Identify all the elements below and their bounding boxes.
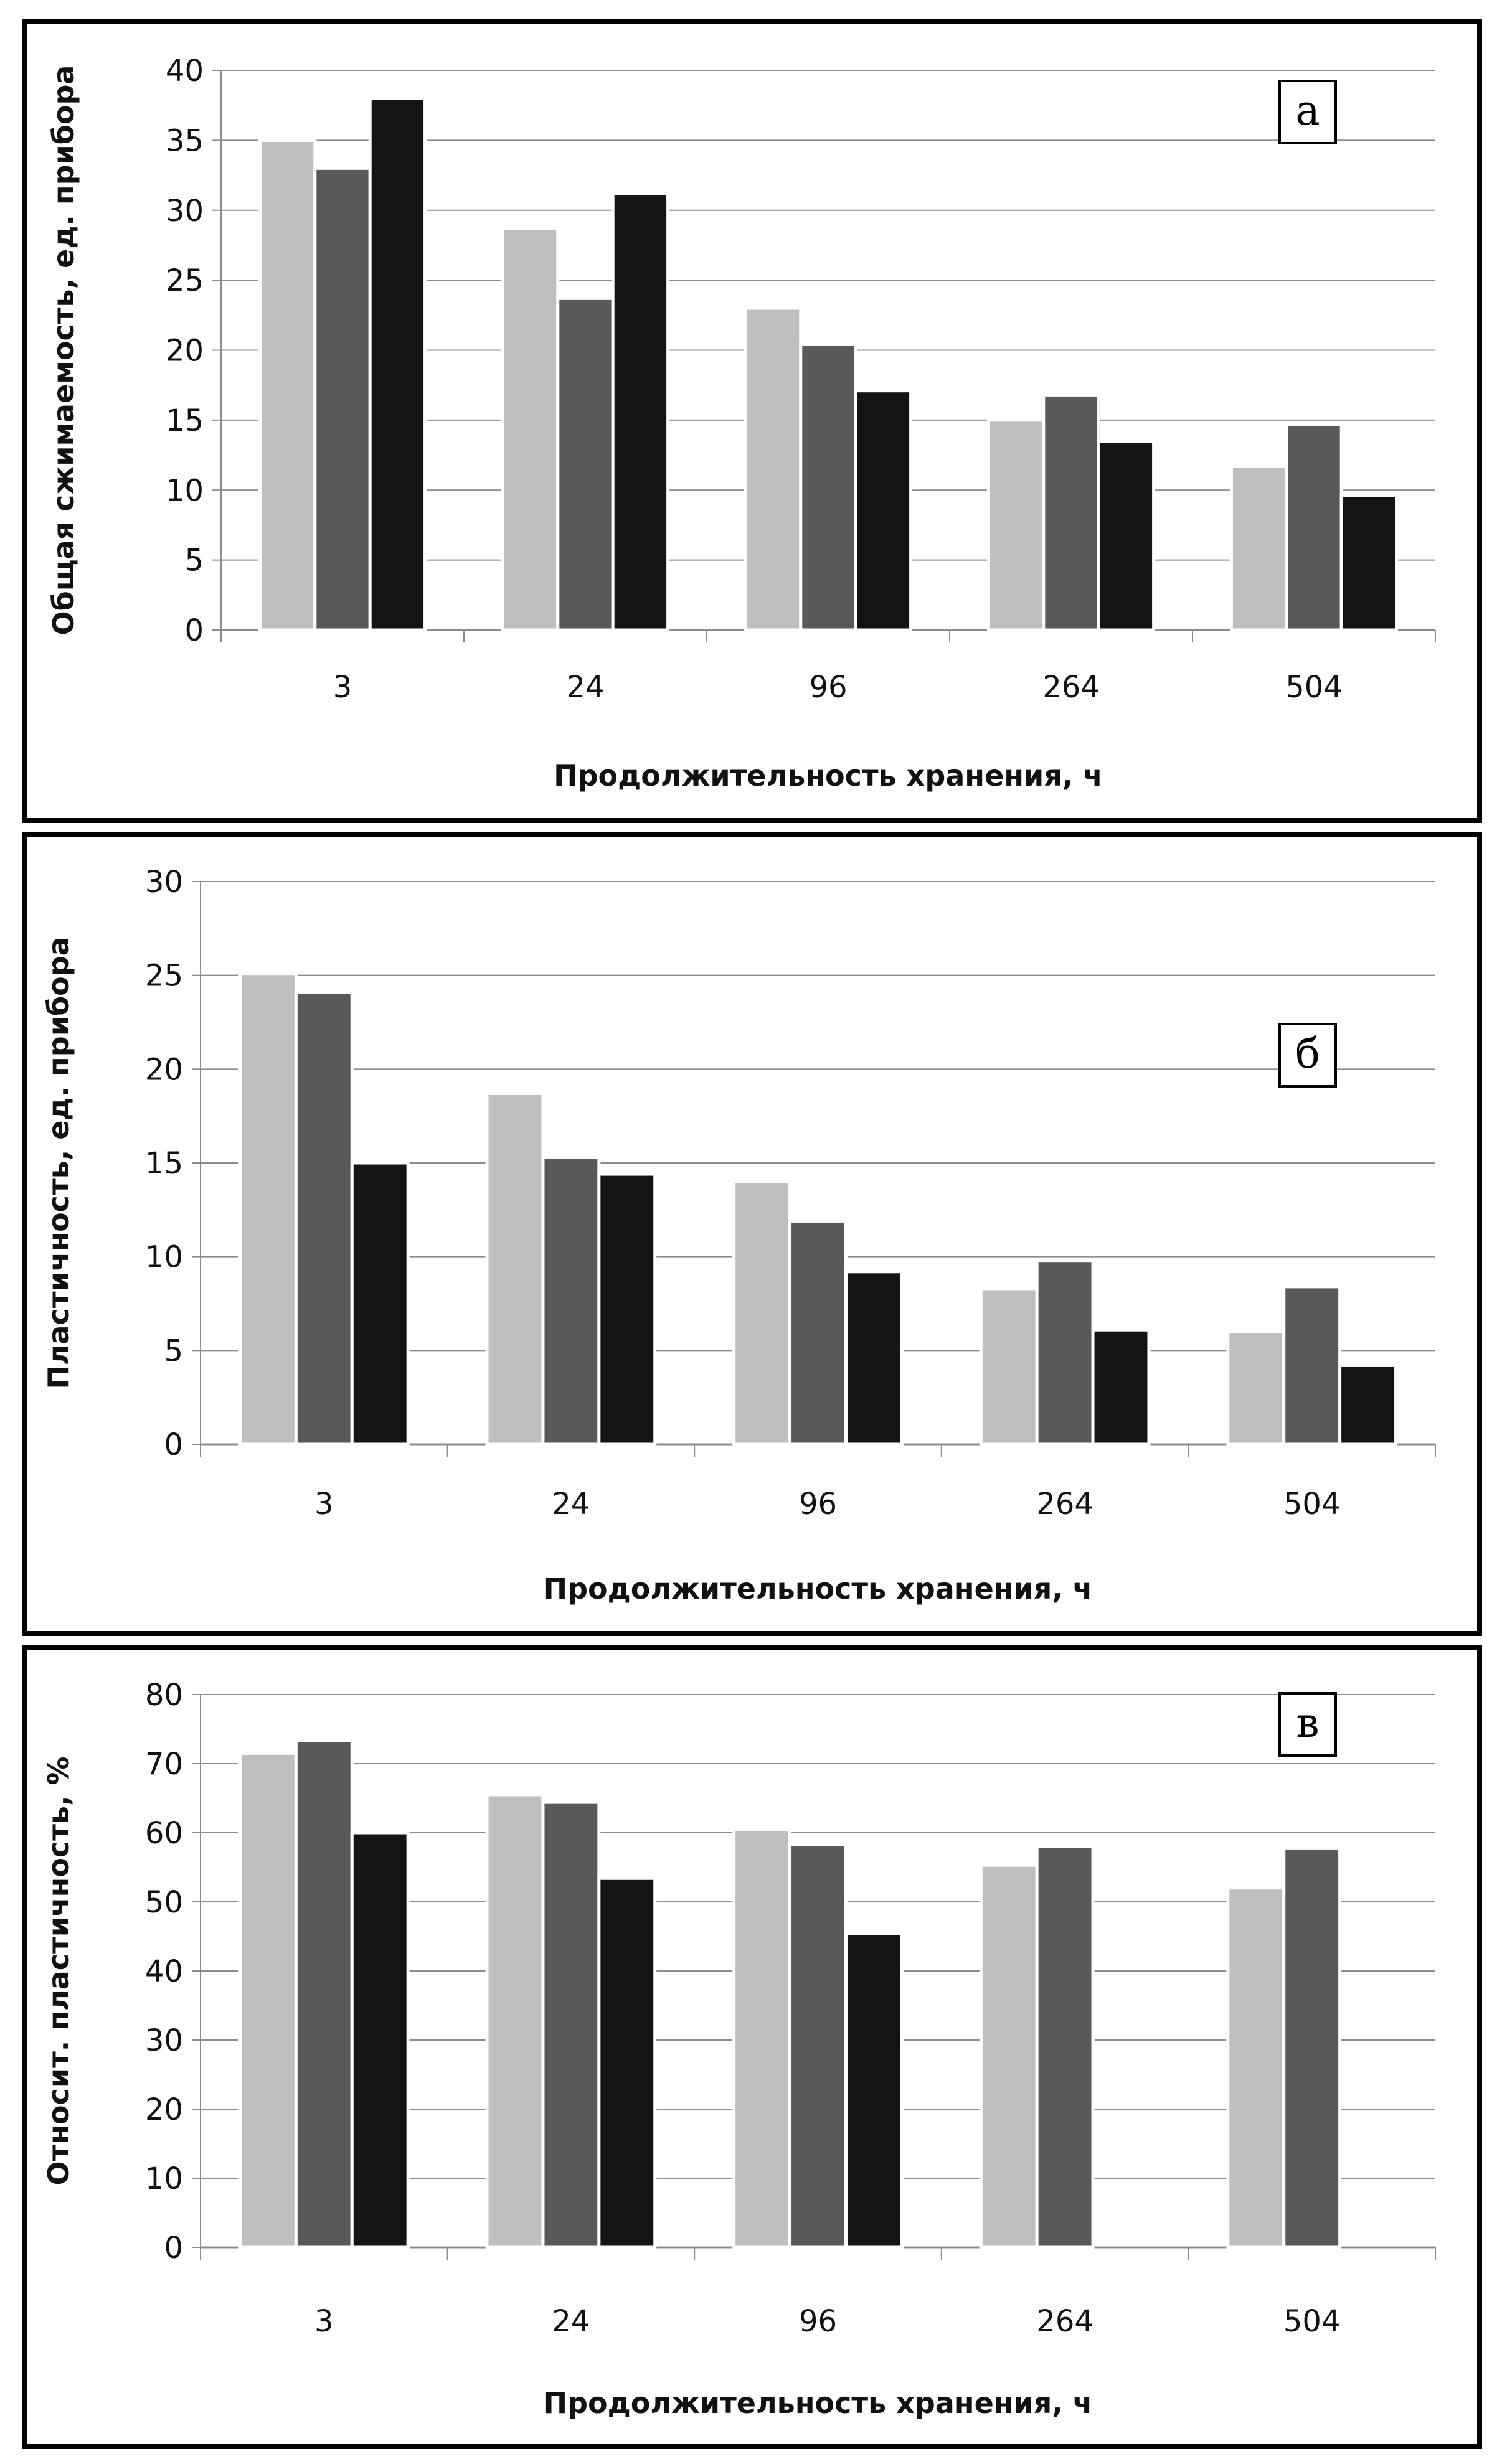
x-tick-label: 3	[333, 670, 352, 705]
chart-2: 0 10 20 30 40 50 60 70 80 3 24 96 264 504 Продолжитель…	[42, 1678, 1436, 2420]
bar-series-3-cat-264	[1091, 1328, 1151, 1446]
bar-series-2-cat-3	[294, 990, 354, 1446]
y-tick-label: 15	[166, 403, 204, 438]
y-axis-title: Пластичность, ед. прибора	[42, 936, 75, 1389]
bar-series-2-cat-3	[313, 166, 372, 632]
bar-series-3-cat-3	[350, 1831, 410, 2249]
x-tick-label: 96	[799, 1487, 837, 1521]
bar-series-2-cat-24	[541, 1800, 601, 2249]
x-tick-label: 504	[1283, 2304, 1341, 2339]
bar-series-1-cat-504	[1226, 1330, 1286, 1446]
bar-series-2-cat-504	[1282, 1285, 1342, 1446]
y-tick-label: 0	[164, 2231, 183, 2265]
bar-series-3-cat-504	[1339, 494, 1399, 632]
y-tick-label: 20	[166, 334, 204, 369]
y-tick-label: 40	[166, 54, 204, 88]
bar-series-2-cat-96	[799, 343, 857, 632]
x-tick-label: 504	[1283, 1487, 1341, 1521]
bar-series-1-cat-96	[732, 1827, 792, 2249]
x-tick-label: 24	[566, 670, 604, 705]
bar-series-1-cat-264	[986, 418, 1046, 632]
y-tick-label: 50	[145, 1885, 183, 1920]
bar-series-1-cat-3	[238, 1751, 298, 2249]
bar-series-2-cat-264	[1042, 393, 1100, 632]
bar-series-3-cat-24	[597, 1876, 657, 2249]
y-tick-label: 0	[164, 1427, 183, 1462]
y-tick-label: 0	[184, 613, 204, 648]
y-tick-label: 10	[145, 1240, 183, 1275]
y-tick-label: 5	[164, 1333, 183, 1368]
y-tick-label: 25	[166, 263, 204, 298]
bar-series-2-cat-504	[1282, 1846, 1342, 2249]
bar-series-1-cat-3	[238, 972, 298, 1446]
x-tick-label: 504	[1285, 670, 1343, 705]
x-axis-title: Продолжительность хранения, ч	[544, 2386, 1093, 2420]
bar-series-3-cat-24	[611, 192, 670, 632]
x-tick-label: 24	[552, 1487, 590, 1521]
bar-series-1-cat-24	[501, 227, 560, 632]
bar-series-3-cat-96	[844, 1932, 904, 2249]
y-axis-title: Общая сжимаемость, ед. прибора	[47, 65, 80, 636]
y-tick-label: 30	[145, 2023, 183, 2058]
bar-series-1-cat-96	[744, 306, 803, 632]
bar-series-2-cat-24	[556, 296, 615, 632]
x-tick-label: 96	[809, 670, 847, 705]
bar-series-3-cat-3	[350, 1161, 410, 1446]
y-tick-label: 10	[166, 473, 204, 508]
bar-series-1-cat-96	[732, 1180, 792, 1446]
y-tick-label: 5	[184, 543, 204, 578]
x-tick-label: 264	[1036, 2304, 1093, 2339]
y-tick-label: 35	[166, 123, 204, 158]
bar-series-2-cat-96	[788, 1219, 848, 1446]
y-tick-label: 30	[145, 865, 183, 900]
bar-series-2-cat-3	[294, 1739, 354, 2249]
y-tick-label: 25	[145, 959, 183, 994]
bar-series-2-cat-96	[788, 1843, 848, 2249]
y-tick-label: 10	[145, 2161, 183, 2196]
bar-series-1-cat-264	[979, 1287, 1039, 1446]
panel-label: а	[1295, 87, 1320, 134]
y-tick-label: 20	[145, 1052, 183, 1087]
y-tick-label: 20	[145, 2092, 183, 2127]
y-tick-label: 70	[145, 1747, 183, 1782]
chart-0: 0 5 10 15 20 25 30 35 40 3 24 96 264 504 Продолжительн…	[47, 54, 1436, 792]
bar-series-1-cat-504	[1226, 1886, 1286, 2249]
panel-label-box	[1278, 1023, 1337, 1088]
bar-series-1-cat-504	[1229, 464, 1288, 632]
y-axis-title: Относит. пластичность, %	[42, 1756, 75, 2185]
y-tick-label: 30	[166, 194, 204, 228]
x-axis-title: Продолжительность хранения, ч	[554, 759, 1103, 792]
y-tick-label: 80	[145, 1678, 183, 1713]
bar-series-3-cat-504	[1338, 1363, 1398, 1446]
panel-label: б	[1295, 1030, 1320, 1078]
bar-series-3-cat-96	[854, 389, 913, 632]
bar-series-3-cat-264	[1097, 440, 1156, 632]
x-tick-label: 264	[1042, 670, 1100, 705]
panel-label: в	[1296, 1699, 1319, 1747]
bar-series-2-cat-504	[1285, 423, 1343, 632]
panel-label-box	[1278, 80, 1337, 144]
y-tick-label: 15	[145, 1146, 183, 1181]
bar-series-1-cat-264	[979, 1863, 1039, 2249]
bar-series-1-cat-24	[485, 1092, 545, 1446]
bar-series-2-cat-264	[1035, 1259, 1095, 1446]
bar-series-2-cat-24	[541, 1155, 601, 1446]
bar-series-1-cat-3	[258, 138, 317, 632]
y-tick-label: 60	[145, 1816, 183, 1851]
bar-series-3-cat-24	[597, 1172, 657, 1446]
x-tick-label: 3	[314, 1487, 334, 1521]
bar-series-3-cat-96	[844, 1270, 904, 1446]
x-tick-label: 264	[1036, 1487, 1093, 1521]
bar-series-1-cat-24	[485, 1793, 545, 2249]
x-tick-label: 24	[552, 2304, 590, 2339]
panel-label-box	[1278, 1692, 1337, 1757]
x-tick-label: 96	[799, 2304, 837, 2339]
bar-series-3-cat-3	[368, 96, 427, 632]
x-axis-title: Продолжительность хранения, ч	[544, 1572, 1093, 1606]
bar-series-2-cat-264	[1035, 1845, 1095, 2249]
chart-1: 0 5 10 15 20 25 30 3 24 96 264 504 Продолжительность…	[42, 865, 1436, 1606]
x-tick-label: 3	[314, 2304, 334, 2339]
y-tick-label: 40	[145, 1954, 183, 1989]
